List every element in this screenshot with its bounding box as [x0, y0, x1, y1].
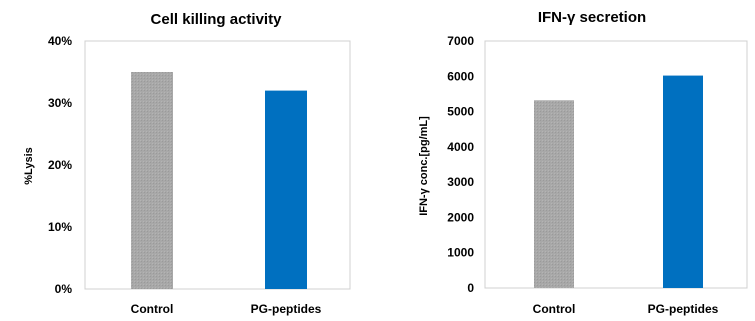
- y-axis-label: IFN-γ conc.[pg/mL]: [418, 116, 430, 216]
- plot-frame: [84, 40, 351, 290]
- y-tick-label: 2000: [447, 210, 474, 224]
- plot-frame: [484, 40, 748, 289]
- bar-pg-peptides: [663, 75, 703, 288]
- y-tick-label: 30%: [48, 96, 72, 110]
- y-tick-label: 40%: [48, 34, 72, 48]
- y-tick-label: 0: [467, 281, 474, 295]
- y-tick-label: 20%: [48, 158, 72, 172]
- y-tick-label: 5000: [447, 105, 474, 119]
- y-tick-label: 0%: [55, 282, 73, 296]
- y-tick-label: 4000: [447, 140, 474, 154]
- y-tick-label: 1000: [447, 246, 474, 260]
- chart-title: Cell killing activity: [151, 11, 283, 28]
- y-tick-label: 7000: [447, 34, 474, 48]
- bar-control: [534, 100, 574, 288]
- chart-title: IFN-γ secretion: [538, 9, 646, 26]
- x-category-label: PG-peptides: [648, 302, 719, 316]
- chart-cell-killing: Cell killing activity 0% 10% 20% 30% 40% Con…: [23, 11, 351, 316]
- y-tick-label: 3000: [447, 175, 474, 189]
- y-tick-label: 10%: [48, 220, 72, 234]
- bar-control: [131, 72, 173, 289]
- x-category-label: Control: [533, 302, 576, 316]
- y-axis-label: %Lysis: [23, 147, 35, 185]
- chart-ifn-secretion: IFN-γ secretion 0 1000 2000 3000 4000 5000 600…: [418, 9, 748, 316]
- bar-pg-peptides: [265, 90, 307, 289]
- x-category-label: PG-peptides: [251, 302, 322, 316]
- x-category-label: Control: [131, 302, 174, 316]
- y-tick-label: 6000: [447, 69, 474, 83]
